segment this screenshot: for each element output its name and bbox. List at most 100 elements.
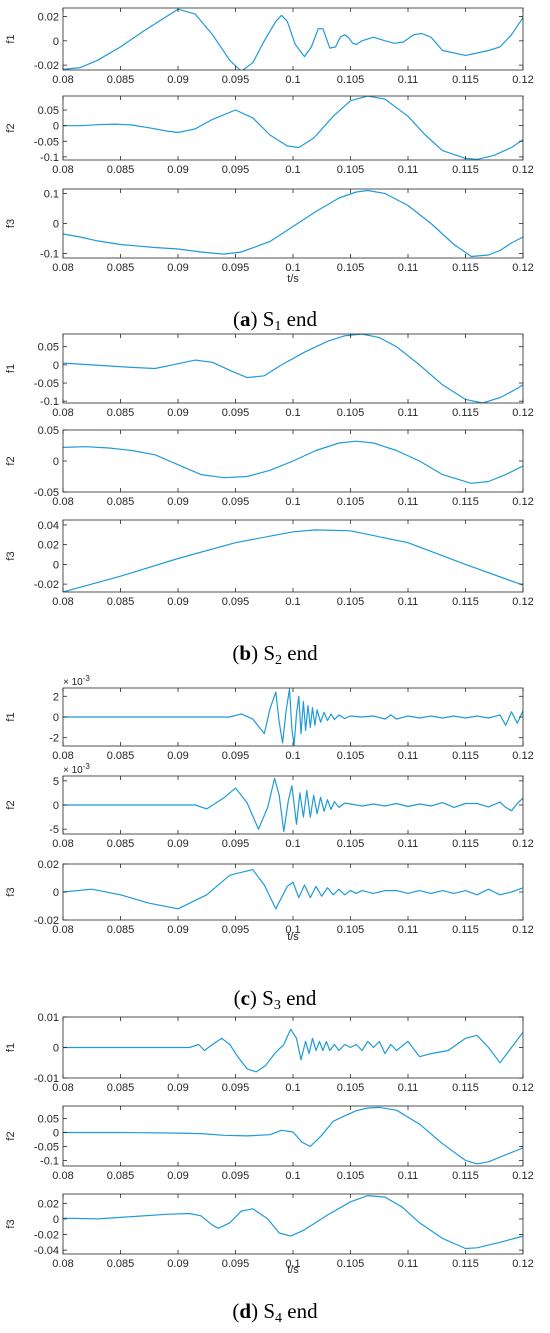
y-tick-label: 0 [53, 1128, 59, 1140]
x-tick-label: 0.085 [107, 1082, 135, 1094]
x-tick-label: 0.1 [285, 262, 300, 274]
x-tick-label: 0.12 [512, 1258, 533, 1270]
subplot-d-f2: 0.08 0.085 0.09 0.095 0.1 0.105 0.11 0.115 0.12 0… [5, 1105, 534, 1182]
subplot-d-f3: 0.08 0.085 0.09 0.095 0.1 0.105 0.11 0.115 0.12 0… [5, 1193, 534, 1270]
series-line-f1 [63, 334, 523, 403]
panel-caption: (b) S2 end [232, 641, 318, 668]
x-tick-label: 0.08 [52, 407, 73, 419]
y-tick-label: 2 [53, 691, 59, 703]
x-tick-label: 0.1 [285, 74, 300, 86]
y-tick-label: -0.1 [40, 1155, 59, 1167]
x-tick-label: 0.085 [107, 838, 135, 850]
x-tick-label: 0.1 [285, 1258, 300, 1270]
series-line-f2 [63, 777, 523, 833]
x-tick-label: 0.09 [167, 496, 188, 508]
y-tick-label: -0.05 [34, 378, 59, 390]
y-axis-label: f2 [5, 800, 17, 809]
x-tick-label: 0.11 [398, 1258, 419, 1270]
y-axis-label: f1 [5, 364, 17, 373]
x-tick-label: 0.095 [222, 407, 250, 419]
x-tick-label: 0.085 [107, 924, 135, 936]
y-tick-label: 0 [53, 800, 59, 812]
x-tick-label: 0.105 [337, 750, 365, 762]
x-tick-label: 0.11 [398, 1170, 419, 1182]
y-tick-label: -0.1 [40, 249, 59, 261]
x-tick-label: 0.08 [52, 838, 73, 850]
series-line-f1 [63, 688, 523, 746]
caption-paren-open: ( [233, 307, 240, 331]
x-tick-label: 0.115 [452, 262, 479, 274]
x-tick-label: 0.11 [398, 750, 419, 762]
exponent-power: -3 [83, 762, 91, 771]
y-axis-label: f2 [5, 456, 17, 465]
x-tick-label: 0.1 [285, 164, 300, 176]
x-tick-label: 0.08 [52, 164, 73, 176]
caption-letter: d [239, 1299, 251, 1323]
x-tick-label: 0.11 [398, 924, 419, 936]
x-tick-label: 0.115 [452, 596, 479, 608]
x-tick-label: 0.11 [398, 164, 419, 176]
caption-paren-open: ( [232, 1299, 239, 1323]
panel-caption: (d) S4 end [232, 1299, 318, 1326]
x-tick-label: 0.115 [452, 1082, 479, 1094]
x-tick-label: 0.11 [398, 407, 419, 419]
y-tick-label: 0 [53, 360, 59, 372]
y-tick-label: 5 [53, 776, 59, 788]
caption-letter: c [241, 986, 250, 1010]
axes-box [62, 519, 524, 593]
x-tick-label: 0.085 [107, 407, 135, 419]
caption-paren-open: ( [234, 986, 241, 1010]
x-tick-label: 0.085 [107, 74, 135, 86]
y-tick-label: -0.02 [34, 1230, 59, 1242]
caption-suffix: end [282, 1299, 318, 1323]
x-tick-label: 0.085 [107, 164, 135, 176]
x-tick-label: 0.085 [107, 262, 135, 274]
y-tick-label: 0 [53, 36, 59, 48]
caption-subscript: 2 [275, 653, 282, 668]
x-tick-label: 0.115 [452, 750, 479, 762]
y-exponent-label: × 10-3 [63, 762, 90, 776]
subplot-b-f2: 0.08 0.085 0.09 0.095 0.1 0.105 0.11 0.115 0.12 0… [5, 425, 534, 508]
chart-panel-a: 0.08 0.085 0.09 0.095 0.1 0.105 0.11 0.115 0.120… [5, 7, 534, 334]
x-tick-label: 0.105 [337, 838, 365, 850]
y-tick-label: -0.05 [34, 136, 59, 148]
y-axis-label: f1 [5, 712, 17, 721]
subplot-c-f2: 0.08 0.085 0.09 0.095 0.1 0.105 0.11 0.115 0.12 5… [5, 762, 534, 850]
x-tick-label: 0.12 [512, 924, 533, 936]
x-tick-label: 0.08 [52, 496, 73, 508]
x-tick-label: 0.12 [512, 596, 533, 608]
x-tick-label: 0.095 [222, 1170, 250, 1182]
caption-suffix: end [281, 986, 317, 1010]
x-tick-label: 0.08 [52, 74, 73, 86]
y-tick-label: -0.02 [34, 579, 59, 591]
x-tick-label: 0.085 [107, 496, 135, 508]
caption-letter: b [239, 641, 251, 665]
x-tick-label: 0.12 [512, 1082, 533, 1094]
x-axis-label: t/s [287, 273, 299, 285]
x-tick-label: 0.11 [398, 74, 419, 86]
exponent-base: × 10 [63, 765, 83, 776]
caption-paren-close: ) [251, 641, 263, 665]
x-tick-label: 0.115 [452, 1170, 479, 1182]
x-tick-label: 0.095 [222, 596, 250, 608]
x-tick-label: 0.09 [167, 750, 188, 762]
x-tick-label: 0.1 [285, 924, 300, 936]
x-tick-label: 0.085 [107, 1170, 135, 1182]
x-tick-label: 0.12 [512, 1170, 533, 1182]
y-tick-label: 0.1 [44, 189, 59, 201]
axes-box [62, 1105, 524, 1167]
series-line-f1 [63, 1028, 523, 1073]
x-tick-label: 0.1 [285, 1170, 300, 1182]
y-tick-label: 0 [53, 219, 59, 231]
axes-box [62, 188, 524, 259]
x-tick-label: 0.09 [167, 407, 188, 419]
caption-suffix: end [282, 641, 318, 665]
x-tick-label: 0.11 [398, 496, 419, 508]
y-tick-label: -0.04 [34, 1245, 59, 1257]
x-tick-label: 0.095 [222, 1258, 250, 1270]
x-tick-label: 0.105 [337, 1170, 365, 1182]
y-tick-label: 0.01 [38, 1012, 59, 1024]
x-tick-label: 0.105 [337, 1082, 365, 1094]
x-tick-label: 0.085 [107, 596, 135, 608]
